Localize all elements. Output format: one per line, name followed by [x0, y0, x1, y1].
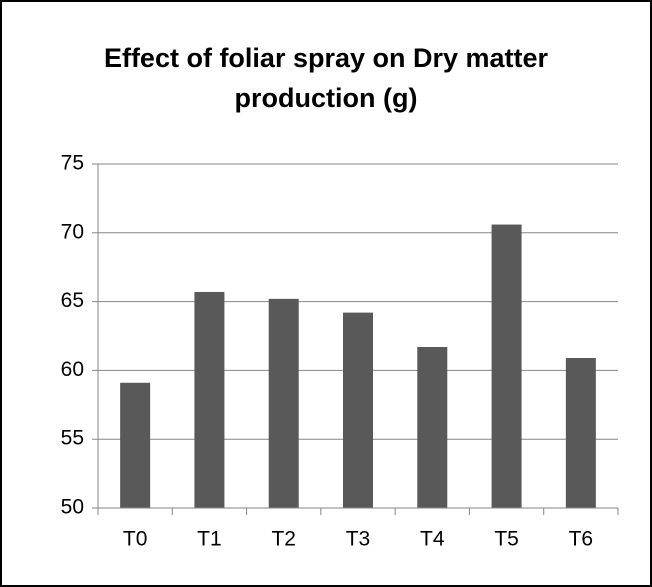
bar — [417, 347, 448, 508]
bar — [268, 298, 299, 508]
y-tick-label: 60 — [61, 358, 84, 381]
y-tick-label: 75 — [61, 152, 84, 175]
y-tick-label: 55 — [61, 427, 84, 450]
bar — [194, 291, 225, 508]
bar — [491, 224, 522, 508]
bar — [565, 358, 596, 508]
x-tick-label: T2 — [271, 528, 296, 551]
x-tick-label: T0 — [123, 528, 148, 551]
y-tick-label: 50 — [61, 496, 84, 519]
y-tick-label: 70 — [61, 220, 84, 243]
bar — [343, 312, 373, 508]
x-tick-label: T6 — [569, 528, 594, 551]
chart-title: Effect of foliar spray on Dry matter pro… — [103, 43, 549, 113]
bar — [120, 382, 151, 508]
x-tick-label: T3 — [346, 528, 371, 551]
x-tick-label: T5 — [494, 528, 519, 551]
x-tick-label: T1 — [197, 528, 222, 551]
y-tick-label: 65 — [61, 289, 84, 312]
x-tick-label: T4 — [420, 528, 445, 551]
